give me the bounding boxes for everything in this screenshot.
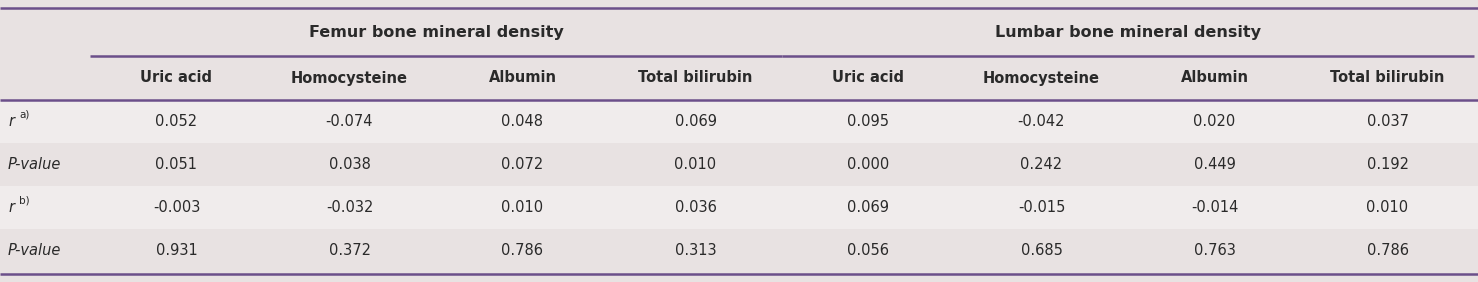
Text: 0.069: 0.069 xyxy=(847,200,890,215)
Text: 0.036: 0.036 xyxy=(674,200,717,215)
Text: Uric acid: Uric acid xyxy=(832,70,905,85)
Text: Femur bone mineral density: Femur bone mineral density xyxy=(309,25,563,39)
Text: r: r xyxy=(7,114,13,129)
Text: Total bilirubin: Total bilirubin xyxy=(638,70,752,85)
Text: 0.931: 0.931 xyxy=(155,243,198,258)
Text: 0.020: 0.020 xyxy=(1193,114,1236,129)
Text: Homocysteine: Homocysteine xyxy=(983,70,1100,85)
Text: 0.095: 0.095 xyxy=(847,114,890,129)
Text: r: r xyxy=(7,200,13,215)
Text: 0.048: 0.048 xyxy=(501,114,544,129)
Text: 0.372: 0.372 xyxy=(328,243,371,258)
Text: P-value: P-value xyxy=(7,157,62,172)
Text: 0.786: 0.786 xyxy=(1367,243,1409,258)
Text: P-value: P-value xyxy=(7,243,62,258)
Text: -0.015: -0.015 xyxy=(1018,200,1066,215)
Text: 0.000: 0.000 xyxy=(847,157,890,172)
Text: 0.072: 0.072 xyxy=(501,157,544,172)
Text: 0.069: 0.069 xyxy=(674,114,717,129)
Text: 0.685: 0.685 xyxy=(1021,243,1063,258)
Text: -0.042: -0.042 xyxy=(1018,114,1066,129)
Text: 0.010: 0.010 xyxy=(1367,200,1409,215)
Bar xyxy=(0,8,1478,100)
Text: 0.051: 0.051 xyxy=(155,157,198,172)
Text: 0.037: 0.037 xyxy=(1367,114,1409,129)
Text: 0.010: 0.010 xyxy=(501,200,544,215)
Text: 0.242: 0.242 xyxy=(1020,157,1063,172)
Text: Lumbar bone mineral density: Lumbar bone mineral density xyxy=(995,25,1261,39)
Text: 0.763: 0.763 xyxy=(1194,243,1236,258)
Text: Albumin: Albumin xyxy=(1181,70,1249,85)
Text: Homocysteine: Homocysteine xyxy=(291,70,408,85)
Text: Uric acid: Uric acid xyxy=(140,70,213,85)
Bar xyxy=(0,186,1478,229)
Text: a): a) xyxy=(19,109,30,120)
Bar xyxy=(0,143,1478,186)
Text: 0.786: 0.786 xyxy=(501,243,544,258)
Text: 0.010: 0.010 xyxy=(674,157,717,172)
Text: 0.192: 0.192 xyxy=(1367,157,1409,172)
Text: 0.052: 0.052 xyxy=(155,114,198,129)
Bar xyxy=(0,229,1478,272)
Text: Albumin: Albumin xyxy=(489,70,557,85)
Text: 0.056: 0.056 xyxy=(847,243,890,258)
Text: Total bilirubin: Total bilirubin xyxy=(1330,70,1444,85)
Text: 0.038: 0.038 xyxy=(328,157,371,172)
Text: -0.014: -0.014 xyxy=(1191,200,1239,215)
Text: -0.032: -0.032 xyxy=(325,200,372,215)
Text: b): b) xyxy=(19,195,30,206)
Text: -0.074: -0.074 xyxy=(325,114,374,129)
Text: -0.003: -0.003 xyxy=(152,200,200,215)
Text: 0.449: 0.449 xyxy=(1194,157,1236,172)
Text: 0.313: 0.313 xyxy=(674,243,717,258)
Bar xyxy=(0,100,1478,143)
